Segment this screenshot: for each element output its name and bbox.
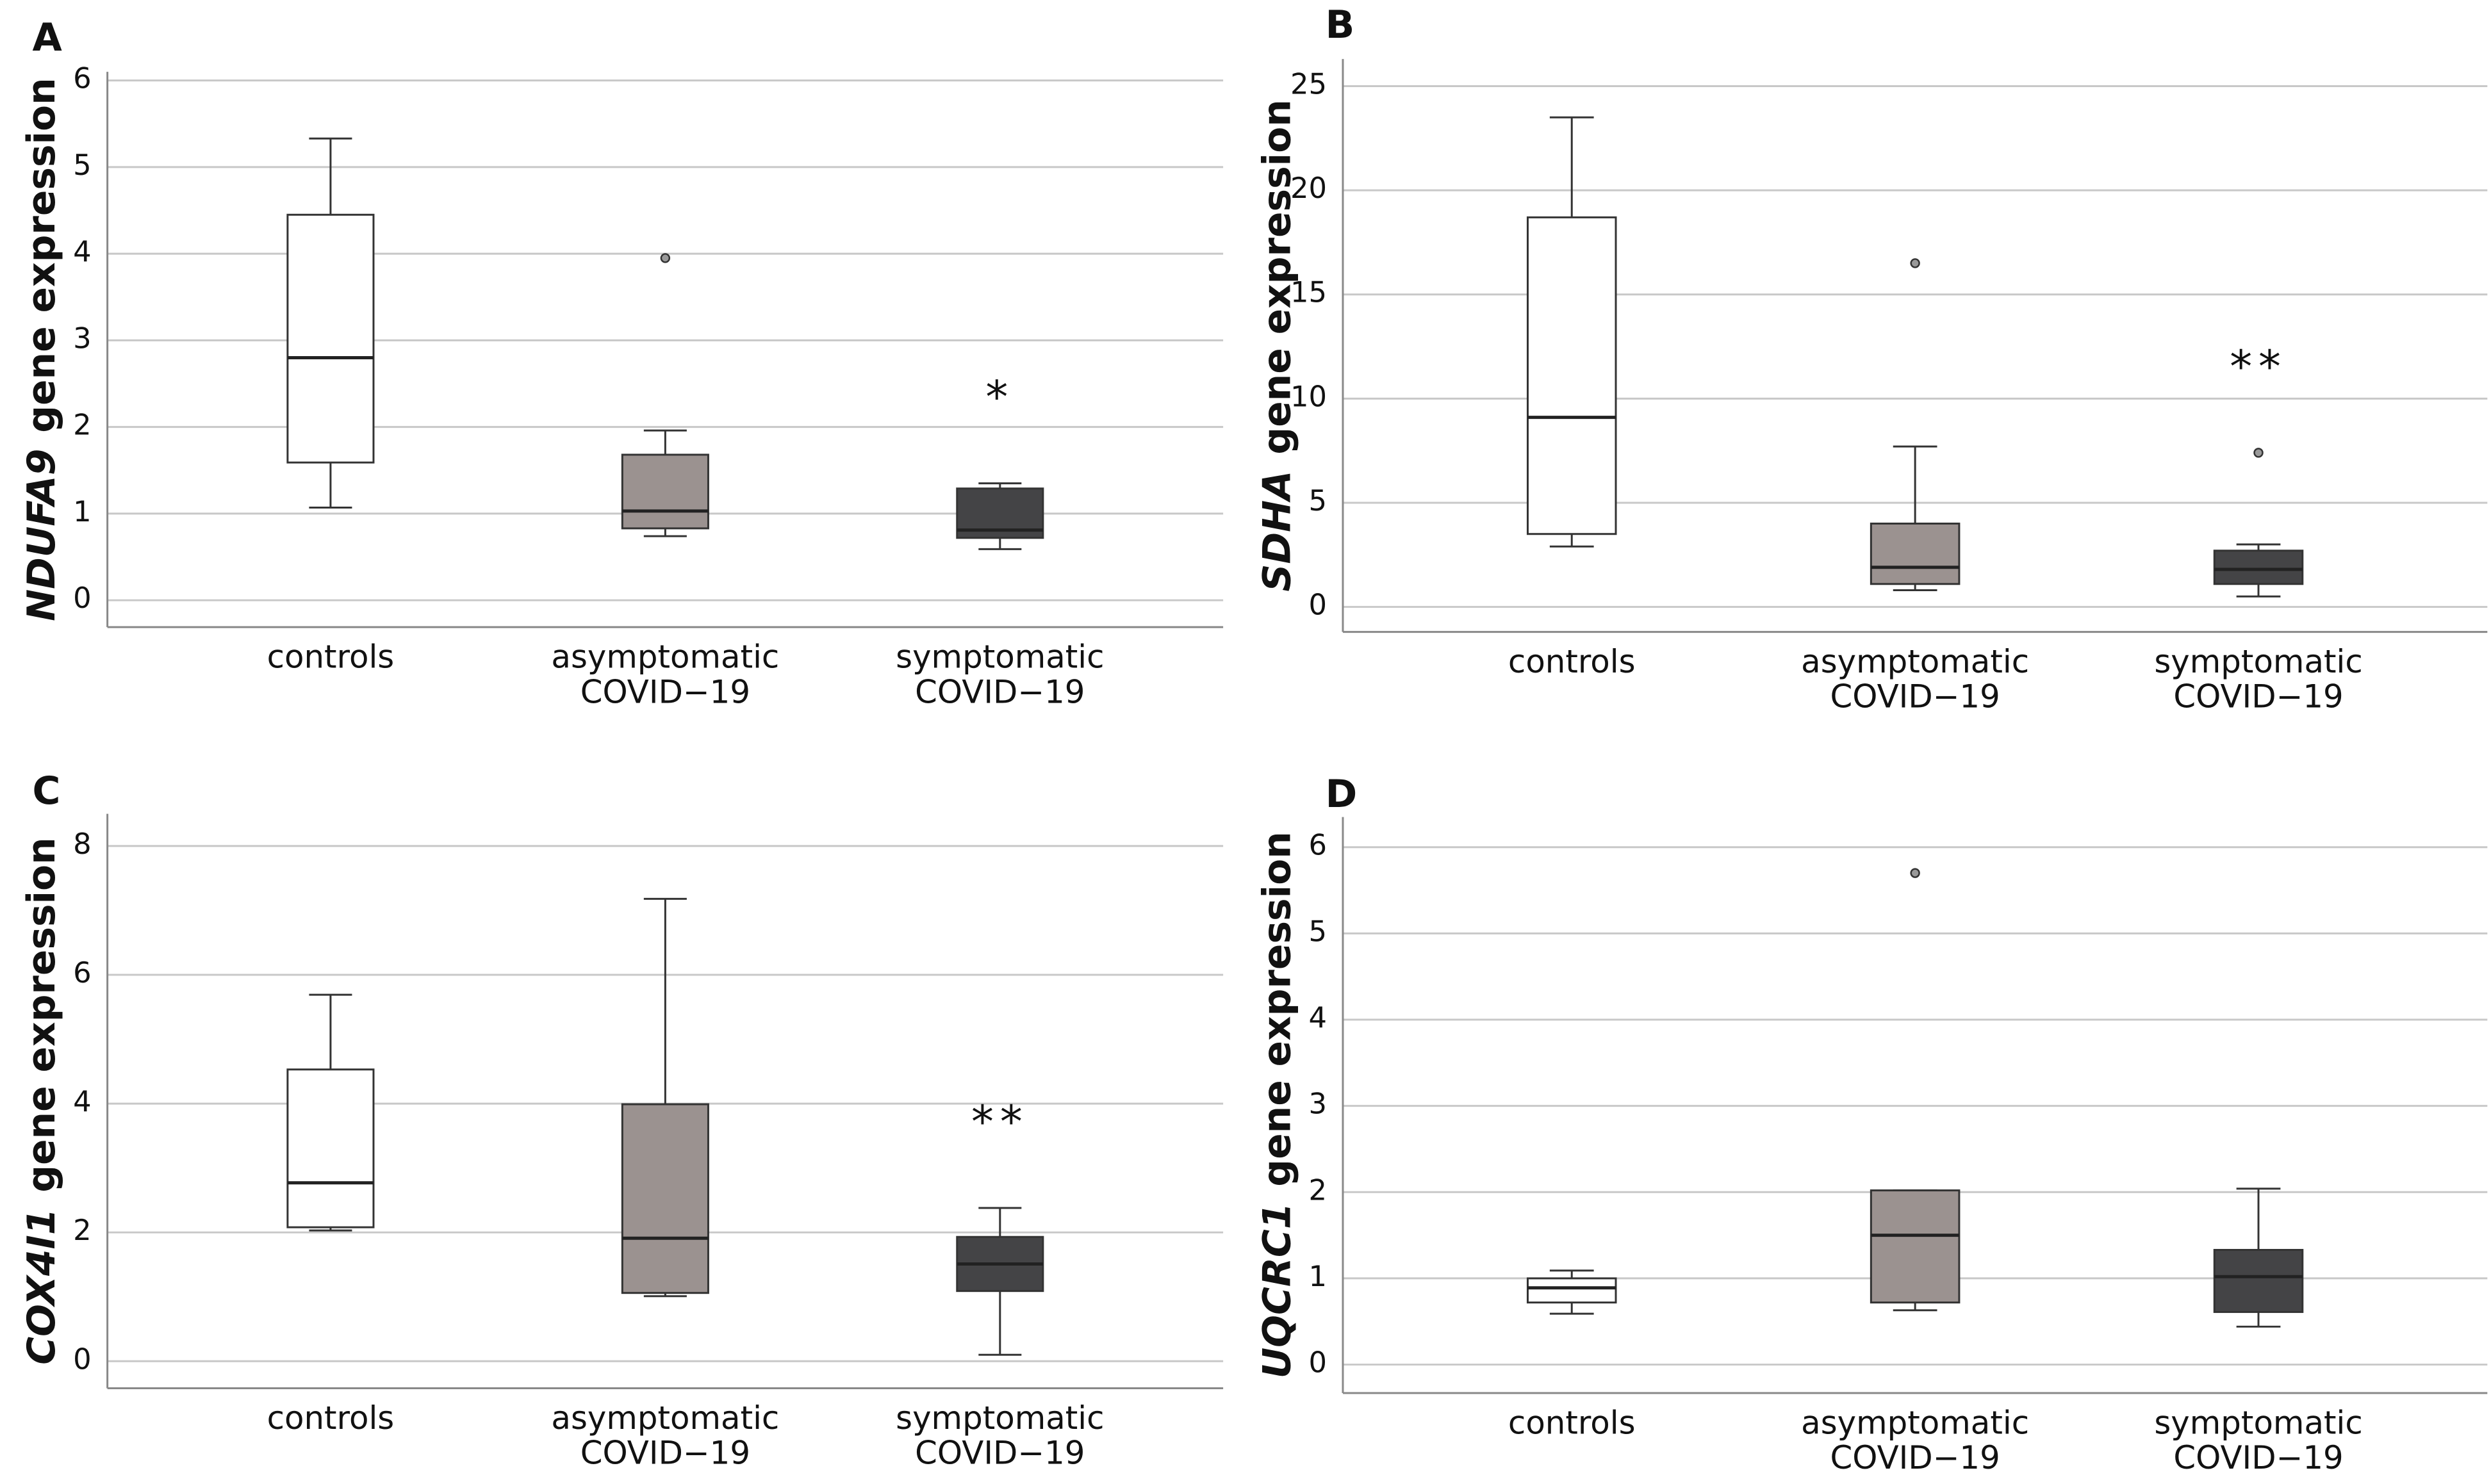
x-tick-label: symptomatic [2154, 643, 2362, 680]
x-tick-label: COVID−19 [915, 673, 1085, 710]
y-tick-label: 25 [1290, 67, 1327, 101]
x-tick-label: COVID−19 [2173, 1439, 2343, 1476]
y-tick-label: 5 [1309, 914, 1328, 948]
y-tick-label: 0 [1309, 1346, 1328, 1380]
y-tick-label: 1 [1309, 1259, 1328, 1293]
y-label-text: gene expression [20, 77, 64, 432]
y-tick-label: 5 [1309, 484, 1328, 518]
box [286, 213, 375, 464]
y-label-gene: UQCRC1 [1255, 1203, 1299, 1379]
x-tick-label: asymptomatic [1801, 1404, 2029, 1441]
x-tick-label: symptomatic [2154, 1404, 2362, 1441]
box [286, 1068, 375, 1228]
y-tick-label: 4 [1309, 1000, 1328, 1034]
y-tick-label: 0 [1309, 588, 1328, 622]
box [621, 1103, 709, 1294]
y-tick-label: 2 [1309, 1173, 1328, 1207]
x-tick-label: controls [267, 638, 395, 675]
x-tick-label: COVID−19 [1830, 1439, 2000, 1476]
y-axis-label: UQCRC1 gene expression [1255, 831, 1299, 1378]
x-tick-label: symptomatic [896, 1399, 1104, 1437]
x-tick-label: symptomatic [896, 638, 1104, 675]
x-tick-label: asymptomatic [551, 1399, 779, 1437]
y-label-gene: SDHA [1255, 471, 1299, 592]
box [1526, 1277, 1617, 1304]
y-tick-label: 8 [73, 827, 92, 861]
y-axis-label: NDUFA9 gene expression [20, 77, 64, 621]
y-tick-label: 6 [73, 956, 92, 990]
x-tick-label: controls [267, 1399, 395, 1437]
y-tick-label: 4 [73, 1084, 92, 1118]
box [2213, 1248, 2304, 1313]
y-tick-label: 0 [73, 1342, 92, 1376]
x-tick-label: COVID−19 [1830, 678, 2000, 715]
box [1870, 1189, 1961, 1304]
significance: ** [2230, 341, 2287, 393]
y-axis-label: SDHA gene expression [1255, 99, 1299, 591]
panel-letter: B [1326, 3, 1355, 47]
y-tick-label: 2 [73, 1213, 92, 1247]
x-tick-label: COVID−19 [580, 673, 750, 710]
y-tick-label: 6 [1309, 828, 1328, 862]
y-tick-label: 0 [73, 581, 92, 615]
x-tick-label: controls [1508, 643, 1636, 680]
outlier [1910, 258, 1920, 268]
significance: * [985, 371, 1014, 423]
x-tick-label: controls [1508, 1404, 1636, 1441]
x-tick-label: COVID−19 [580, 1435, 750, 1472]
outlier [660, 253, 671, 263]
x-tick-label: asymptomatic [1801, 643, 2029, 680]
y-tick-label: 5 [73, 148, 92, 182]
y-tick-label: 20 [1290, 171, 1327, 205]
box [1526, 216, 1617, 535]
panel-letter: A [33, 16, 62, 60]
outlier [1910, 868, 1920, 878]
y-tick-label: 15 [1290, 275, 1327, 309]
y-label-gene: NDUFA9 [20, 449, 64, 621]
y-label-text: gene expression [1255, 99, 1299, 454]
y-tick-label: 3 [1309, 1087, 1328, 1121]
panel-letter: D [1326, 772, 1358, 817]
y-label-text: gene expression [1255, 831, 1299, 1186]
box [1870, 522, 1961, 585]
panel-letter: C [33, 769, 61, 813]
x-tick-label: asymptomatic [551, 638, 779, 675]
significance: ** [971, 1096, 1029, 1148]
y-label-gene: COX4I1 [20, 1209, 64, 1365]
box [2213, 550, 2304, 585]
y-tick-label: 2 [73, 408, 92, 442]
x-tick-label: COVID−19 [915, 1435, 1085, 1472]
y-axis-label: COX4I1 gene expression [20, 837, 64, 1364]
x-tick-label: COVID−19 [2173, 678, 2343, 715]
y-tick-label: 4 [73, 234, 92, 268]
box [621, 453, 709, 530]
y-tick-label: 10 [1290, 379, 1327, 413]
y-tick-label: 1 [73, 494, 92, 528]
y-tick-label: 3 [73, 321, 92, 355]
y-label-text: gene expression [20, 837, 64, 1192]
outlier [2253, 448, 2264, 458]
y-tick-label: 6 [73, 61, 92, 95]
